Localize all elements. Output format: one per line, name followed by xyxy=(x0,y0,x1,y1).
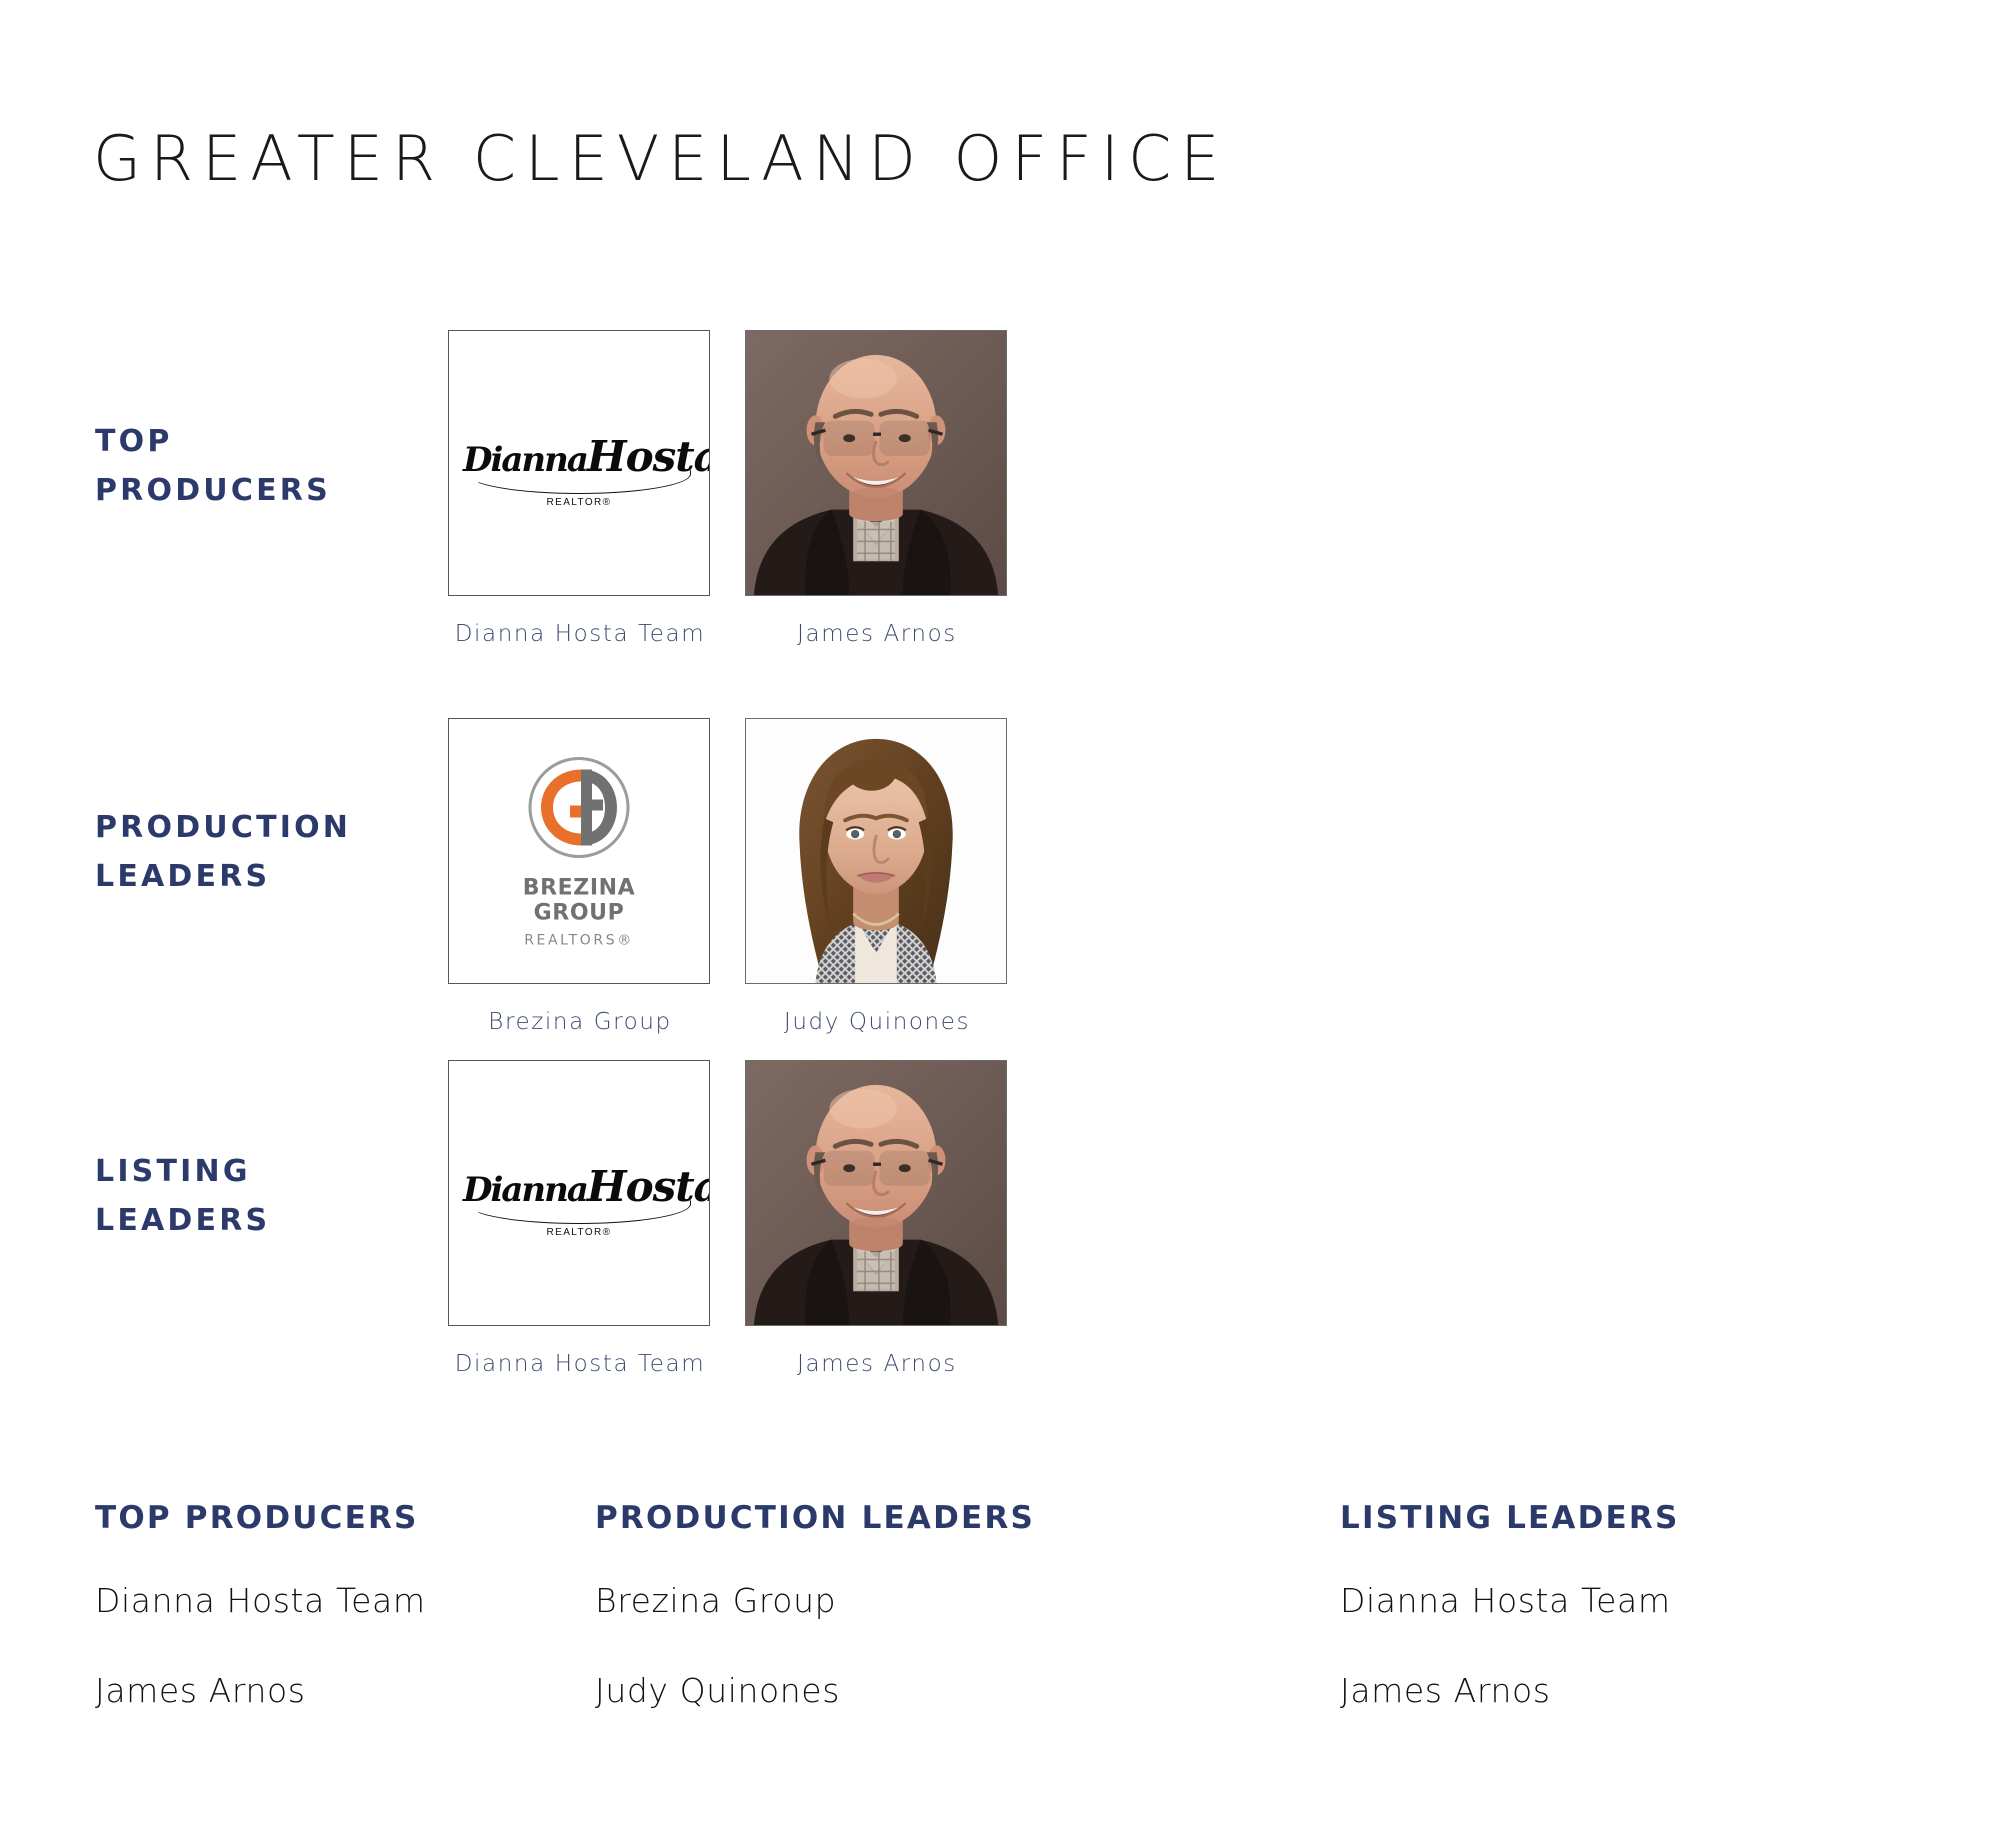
james-arnos-portrait-icon xyxy=(746,1061,1006,1325)
portrait-frame xyxy=(745,1060,1007,1326)
award-tile-judy-quinones[interactable]: Judy Quinones xyxy=(745,718,1009,1037)
dianna-hosta-logo: DiannaHosta REALTOR® xyxy=(463,418,709,508)
brezina-group-name: BREZINA GROUP xyxy=(522,875,636,926)
logo-frame: DiannaHosta REALTOR® xyxy=(448,1060,710,1326)
tile-caption: Dianna Hosta Team xyxy=(454,1351,706,1377)
summary-column-listing-leaders: LISTING LEADERS Dianna Hosta Team James … xyxy=(1340,1500,2000,1710)
row-label-top-producers: TOP PRODUCERS xyxy=(95,418,425,515)
award-tile-brezina-group[interactable]: BREZINA GROUP REALTORS® Brezina Group xyxy=(448,718,712,1037)
row-label-line-1: LISTING xyxy=(95,1154,251,1189)
row-label-line-1: TOP xyxy=(95,424,173,459)
brezina-realtors-label: REALTORS® xyxy=(524,932,634,949)
summary-heading: TOP PRODUCERS xyxy=(95,1500,419,1536)
summary-heading: PRODUCTION LEADERS xyxy=(595,1500,1035,1536)
summary-column-production-leaders: PRODUCTION LEADERS Brezina Group Judy Qu… xyxy=(595,1500,1340,1710)
row-label-production-leaders: PRODUCTION LEADERS xyxy=(95,804,425,901)
realtor-trademark-label: REALTOR® xyxy=(546,1227,612,1238)
award-tiles: DiannaHosta REALTOR® Dianna Hosta Team xyxy=(448,330,1009,649)
list-item: Judy Quinones xyxy=(595,1671,840,1710)
row-label-listing-leaders: LISTING LEADERS xyxy=(95,1148,425,1245)
summary-column-top-producers: TOP PRODUCERS Dianna Hosta Team James Ar… xyxy=(0,1500,595,1710)
award-tile-dianna-hosta-team[interactable]: DiannaHosta REALTOR® Dianna Hosta Team xyxy=(448,1060,712,1379)
award-tile-dianna-hosta-team[interactable]: DiannaHosta REALTOR® Dianna Hosta Team xyxy=(448,330,712,649)
row-label-line-2: LEADERS xyxy=(95,858,271,894)
tile-caption: Dianna Hosta Team xyxy=(454,621,706,647)
james-arnos-portrait-icon xyxy=(746,331,1006,595)
row-label-line-1: PRODUCTION xyxy=(95,810,352,845)
logo-frame: DiannaHosta REALTOR® xyxy=(448,330,710,596)
award-tiles: DiannaHosta REALTOR® Dianna Hosta Team xyxy=(448,1060,1009,1379)
award-tiles: BREZINA GROUP REALTORS® Brezina Group xyxy=(448,718,1009,1037)
list-item: Dianna Hosta Team xyxy=(1340,1581,1671,1620)
row-label-line-2: PRODUCERS xyxy=(95,472,331,508)
dianna-hosta-logo: DiannaHosta REALTOR® xyxy=(463,1148,709,1238)
tile-caption: James Arnos xyxy=(797,1351,957,1377)
list-item: Brezina Group xyxy=(595,1581,837,1620)
summary-lists: TOP PRODUCERS Dianna Hosta Team James Ar… xyxy=(0,1500,2000,1710)
page-title: GREATER CLEVELAND OFFICE xyxy=(93,122,1229,195)
logo-frame: BREZINA GROUP REALTORS® xyxy=(448,718,710,984)
row-label-line-2: LEADERS xyxy=(95,1202,271,1238)
signature-wrap: DiannaHosta xyxy=(463,1148,709,1226)
brezina-gd-monogram-icon xyxy=(528,757,630,858)
award-tile-james-arnos[interactable]: James Arnos xyxy=(745,1060,1009,1379)
summary-heading: LISTING LEADERS xyxy=(1340,1500,1680,1536)
portrait-frame xyxy=(745,718,1007,984)
list-item: James Arnos xyxy=(95,1671,306,1710)
realtor-trademark-label: REALTOR® xyxy=(546,497,612,508)
tile-caption: Brezina Group xyxy=(488,1009,672,1035)
tile-caption: Judy Quinones xyxy=(783,1009,971,1035)
portrait-frame xyxy=(745,330,1007,596)
list-item: James Arnos xyxy=(1340,1671,1551,1710)
award-tile-james-arnos[interactable]: James Arnos xyxy=(745,330,1009,649)
brezina-group-logo: BREZINA GROUP REALTORS® xyxy=(474,754,684,949)
tile-caption: James Arnos xyxy=(797,621,957,647)
list-item: Dianna Hosta Team xyxy=(95,1581,426,1620)
signature-wrap: DiannaHosta xyxy=(463,418,709,496)
judy-quinones-portrait-icon xyxy=(746,719,1006,983)
